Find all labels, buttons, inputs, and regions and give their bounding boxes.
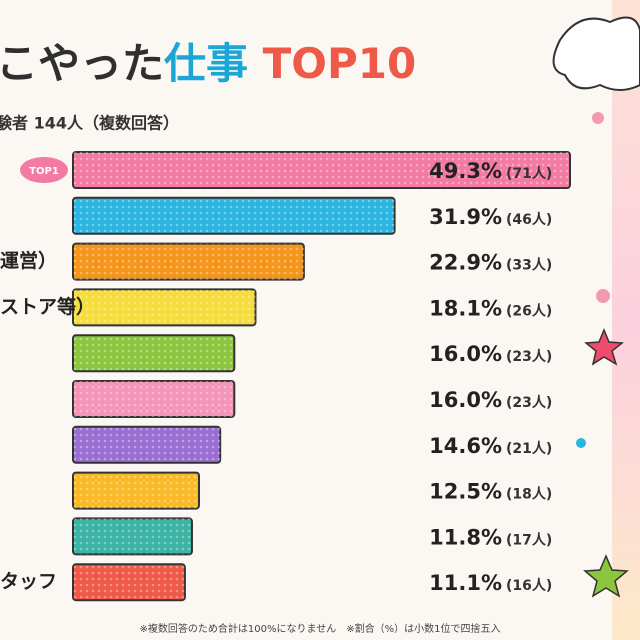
value-label: 11.1%	[429, 571, 502, 595]
bar-texture	[73, 381, 235, 417]
value-label: 12.5%	[429, 480, 502, 504]
count-label: (16人)	[506, 577, 552, 594]
value-label: 14.6%	[429, 434, 502, 458]
title-part: TOP10	[248, 39, 416, 88]
count-label: (18人)	[506, 486, 552, 503]
count-label: (23人)	[506, 394, 552, 411]
deco-star	[583, 554, 629, 598]
category-label: タッフ	[0, 571, 57, 593]
count-label: (33人)	[506, 257, 552, 274]
bar-texture	[73, 518, 192, 555]
category-label: ストア等）	[0, 295, 95, 318]
bar-texture	[73, 426, 221, 463]
badge	[20, 157, 68, 183]
edge-decoration	[612, 0, 640, 640]
title-part: 仕事	[164, 39, 248, 88]
bar-texture	[73, 197, 395, 234]
bar-texture	[73, 564, 185, 601]
value-label: 11.8%	[429, 525, 502, 549]
count-label: (26人)	[506, 302, 552, 319]
bar-texture	[73, 335, 235, 372]
title-part: こやった	[0, 39, 164, 88]
deco-dot	[596, 289, 610, 303]
chart-title: こやった仕事 TOP10	[0, 39, 416, 88]
deco-dot	[576, 438, 586, 448]
count-label: (71人)	[506, 165, 552, 182]
category-label: 運営）	[0, 249, 57, 272]
count-label: (46人)	[506, 211, 552, 228]
value-label: 31.9%	[429, 205, 502, 229]
deco-star	[584, 328, 624, 366]
speech-bubble	[552, 16, 640, 91]
count-label: (17人)	[506, 531, 552, 548]
badge-text: TOP1	[29, 166, 59, 177]
value-label: 18.1%	[429, 296, 502, 320]
value-label: 16.0%	[429, 388, 502, 412]
bar-texture	[73, 472, 200, 509]
bar-texture	[73, 152, 570, 188]
count-label: (21人)	[506, 440, 552, 457]
value-label: 49.3%	[429, 159, 502, 183]
subtitle: 験者 144人（複数回答）	[0, 114, 179, 133]
deco-dot	[592, 112, 604, 124]
value-label: 22.9%	[429, 251, 502, 275]
footnote: ※複数回答のため合計は100%になりません ※割合（%）は小数1位で四捨五入	[140, 622, 501, 635]
value-label: 16.0%	[429, 342, 502, 366]
bar-texture	[73, 243, 304, 280]
bar-texture	[73, 289, 256, 326]
count-label: (23人)	[506, 348, 552, 365]
